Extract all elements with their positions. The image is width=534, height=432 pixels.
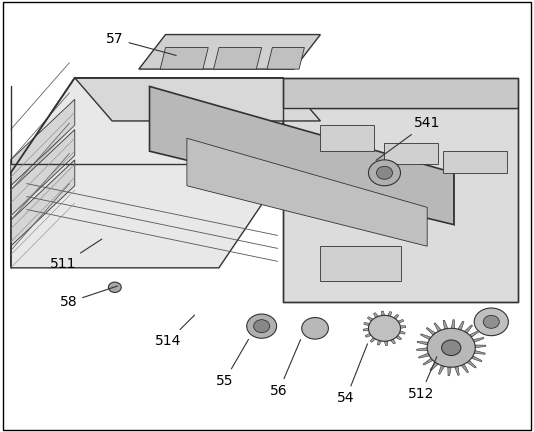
Polygon shape — [139, 35, 320, 69]
Polygon shape — [370, 337, 375, 342]
Polygon shape — [417, 341, 428, 345]
Polygon shape — [283, 108, 518, 302]
Polygon shape — [473, 337, 484, 342]
Circle shape — [368, 160, 400, 186]
Polygon shape — [320, 246, 400, 281]
Polygon shape — [426, 327, 436, 335]
Polygon shape — [400, 326, 406, 328]
Text: 511: 511 — [50, 239, 102, 271]
Circle shape — [427, 328, 475, 367]
Polygon shape — [150, 86, 454, 225]
Polygon shape — [283, 78, 518, 108]
Polygon shape — [469, 330, 480, 337]
Polygon shape — [472, 356, 482, 362]
Polygon shape — [187, 138, 427, 246]
Circle shape — [108, 282, 121, 292]
Polygon shape — [461, 364, 468, 373]
Polygon shape — [381, 311, 384, 316]
Polygon shape — [160, 48, 208, 69]
Polygon shape — [363, 328, 369, 331]
Polygon shape — [320, 125, 374, 151]
Polygon shape — [434, 323, 441, 331]
Polygon shape — [75, 78, 320, 121]
Text: 57: 57 — [106, 32, 176, 55]
Polygon shape — [398, 319, 404, 324]
Text: 514: 514 — [155, 315, 194, 348]
Polygon shape — [11, 160, 75, 246]
Polygon shape — [438, 365, 444, 374]
Polygon shape — [448, 367, 451, 376]
Polygon shape — [384, 143, 438, 164]
Polygon shape — [378, 340, 381, 345]
Circle shape — [302, 318, 328, 339]
Polygon shape — [364, 323, 370, 326]
Polygon shape — [390, 339, 396, 344]
Text: 512: 512 — [407, 357, 437, 401]
Polygon shape — [464, 325, 473, 333]
Polygon shape — [11, 130, 75, 216]
Text: 541: 541 — [376, 116, 441, 160]
Polygon shape — [214, 48, 262, 69]
Polygon shape — [467, 360, 476, 368]
Polygon shape — [11, 78, 283, 268]
Polygon shape — [399, 331, 405, 334]
Circle shape — [247, 314, 277, 338]
Circle shape — [368, 315, 400, 341]
Circle shape — [474, 308, 508, 336]
Circle shape — [442, 340, 461, 356]
Polygon shape — [396, 336, 402, 340]
Polygon shape — [419, 353, 429, 358]
Polygon shape — [475, 345, 486, 348]
Polygon shape — [367, 317, 373, 321]
Polygon shape — [365, 333, 371, 337]
Polygon shape — [373, 313, 379, 318]
Polygon shape — [430, 362, 438, 371]
Polygon shape — [443, 320, 448, 329]
Polygon shape — [394, 314, 399, 319]
Polygon shape — [388, 311, 391, 316]
Polygon shape — [443, 151, 507, 173]
Polygon shape — [384, 341, 388, 346]
Text: 55: 55 — [216, 340, 248, 388]
Text: 58: 58 — [59, 286, 117, 309]
Polygon shape — [267, 48, 304, 69]
Polygon shape — [423, 358, 433, 365]
Polygon shape — [451, 320, 454, 328]
Text: 54: 54 — [337, 344, 367, 405]
Polygon shape — [420, 334, 431, 340]
Polygon shape — [458, 321, 464, 330]
Polygon shape — [417, 348, 427, 350]
Polygon shape — [11, 99, 75, 186]
Circle shape — [483, 315, 499, 328]
Polygon shape — [474, 350, 485, 354]
Circle shape — [376, 166, 392, 179]
Circle shape — [254, 320, 270, 333]
Polygon shape — [454, 366, 459, 375]
Text: 56: 56 — [270, 340, 301, 398]
